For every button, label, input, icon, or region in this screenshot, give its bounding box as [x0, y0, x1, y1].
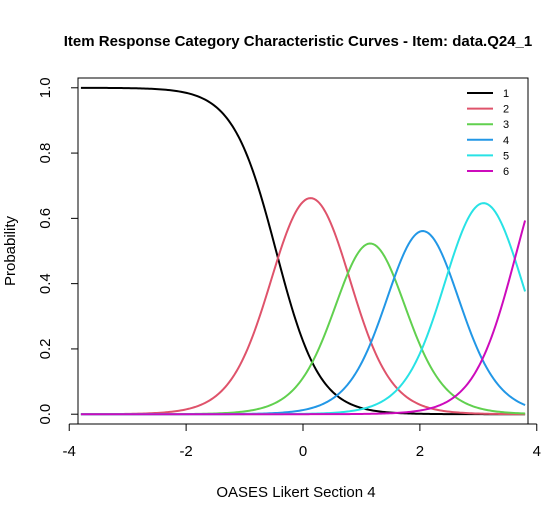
- y-tick-label: 0.8: [37, 143, 54, 164]
- y-axis: 0.0 0.2 0.4 0.6 0.8 1.0: [37, 77, 79, 425]
- series-line-3: [80, 242, 526, 416]
- curves-group: [80, 86, 527, 416]
- y-tick-label: 0.4: [37, 273, 54, 294]
- y-tick-label: 0.2: [37, 338, 54, 359]
- legend-label-5: 5: [503, 150, 509, 162]
- x-axis-label: OASES Likert Section 4: [216, 484, 375, 501]
- x-tick-label: 0: [299, 443, 307, 460]
- legend-label-3: 3: [503, 119, 509, 131]
- legend-label-2: 2: [503, 104, 509, 116]
- series-line-4: [80, 230, 526, 416]
- x-tick-label: 4: [533, 443, 541, 460]
- plot-frame: [77, 77, 529, 425]
- x-tick-label: -4: [63, 443, 76, 460]
- x-axis: -4 -2 0 2 4: [63, 423, 541, 460]
- series-line-2: [80, 197, 526, 416]
- x-tick-label: 2: [416, 443, 424, 460]
- series-line-1: [80, 86, 526, 416]
- y-tick-label: 0.0: [37, 404, 54, 425]
- legend-label-4: 4: [503, 135, 509, 147]
- chart-title: Item Response Category Characteristic Cu…: [64, 33, 533, 50]
- x-tick-label: -2: [179, 443, 192, 460]
- y-axis-label: Probability: [2, 215, 19, 286]
- legend-label-6: 6: [503, 166, 509, 178]
- legend-label-1: 1: [503, 88, 509, 100]
- series-line-5: [80, 202, 527, 416]
- series-line-6: [80, 220, 527, 416]
- y-tick-label: 0.6: [37, 208, 54, 229]
- legend: 1 2 3 4 5 6: [467, 88, 509, 178]
- y-tick-label: 1.0: [37, 77, 54, 98]
